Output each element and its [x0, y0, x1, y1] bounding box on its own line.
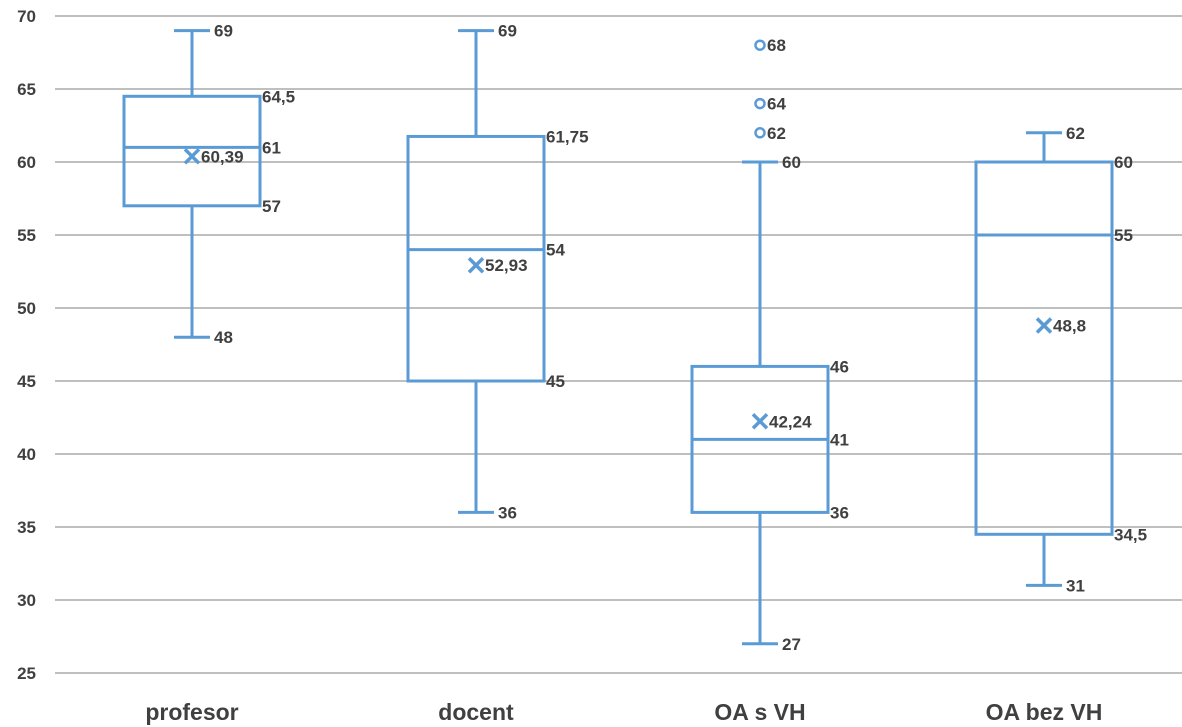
box-2: 60 27 46 36 41 42,24 68 64 62	[690, 36, 849, 654]
mean-marker	[467, 256, 485, 274]
median-label: 55	[1114, 226, 1133, 245]
iqr-box	[974, 160, 1114, 536]
mean-label: 60,39	[201, 147, 244, 166]
mean-label: 48,8	[1053, 317, 1086, 336]
q3-label: 60	[1114, 153, 1133, 172]
box-series: 69 48 64,5 57 61 60,39 69 36 61,75 45 54 52,93 60 27 4…	[122, 22, 1147, 654]
y-tick-label: 55	[17, 226, 36, 245]
max-label: 69	[214, 22, 233, 41]
mean-marker	[1035, 317, 1053, 334]
min-label: 36	[498, 503, 517, 522]
min-label: 31	[1066, 576, 1085, 595]
q3-label: 61,75	[546, 127, 589, 146]
y-axis-tick-labels: 25 30 35 40 45 50 55 60 65 70	[17, 7, 36, 683]
mean-label: 52,93	[485, 256, 528, 275]
y-tick-label: 50	[17, 299, 36, 318]
outlier-point	[754, 127, 766, 139]
box-1: 69 36 61,75 45 54 52,93	[406, 22, 589, 522]
y-tick-label: 30	[17, 591, 36, 610]
median-label: 54	[546, 241, 565, 260]
y-tick-label: 45	[17, 372, 36, 391]
y-tick-label: 65	[17, 80, 36, 99]
min-label: 27	[782, 635, 801, 654]
q1-label: 45	[546, 372, 565, 391]
median-label: 61	[262, 138, 281, 157]
category-label: profesor	[145, 699, 238, 725]
q1-label: 57	[262, 197, 281, 216]
outlier-label: 62	[767, 124, 786, 143]
y-tick-label: 35	[17, 518, 36, 537]
category-label: OA bez VH	[986, 699, 1103, 725]
mean-label: 42,24	[769, 412, 812, 431]
iqr-box	[122, 94, 262, 208]
grid-lines	[55, 15, 1182, 674]
q3-label: 46	[830, 357, 849, 376]
box-3: 62 31 60 34,5 55 48,8	[974, 124, 1147, 595]
y-tick-label: 70	[17, 7, 36, 26]
median-label: 41	[830, 430, 849, 449]
q3-label: 64,5	[262, 87, 295, 106]
min-label: 48	[214, 328, 233, 347]
max-label: 69	[498, 22, 517, 41]
mean-marker	[183, 148, 201, 165]
max-label: 60	[782, 153, 801, 172]
outlier-point	[754, 39, 766, 51]
y-tick-label: 25	[17, 664, 36, 683]
category-label: OA s VH	[714, 699, 805, 725]
y-tick-label: 60	[17, 153, 36, 172]
outlier-point	[754, 97, 766, 110]
max-label: 62	[1066, 124, 1085, 143]
mean-marker	[751, 413, 769, 430]
category-label: docent	[438, 699, 514, 725]
q1-label: 36	[830, 503, 849, 522]
outlier-label: 64	[767, 95, 786, 114]
y-tick-label: 40	[17, 445, 36, 464]
box-0: 69 48 64,5 57 61 60,39	[122, 22, 295, 347]
outlier-label: 68	[767, 36, 786, 55]
q1-label: 34,5	[1114, 525, 1147, 544]
iqr-box	[406, 134, 546, 383]
category-labels: profesor docent OA s VH OA bez VH	[145, 699, 1102, 725]
